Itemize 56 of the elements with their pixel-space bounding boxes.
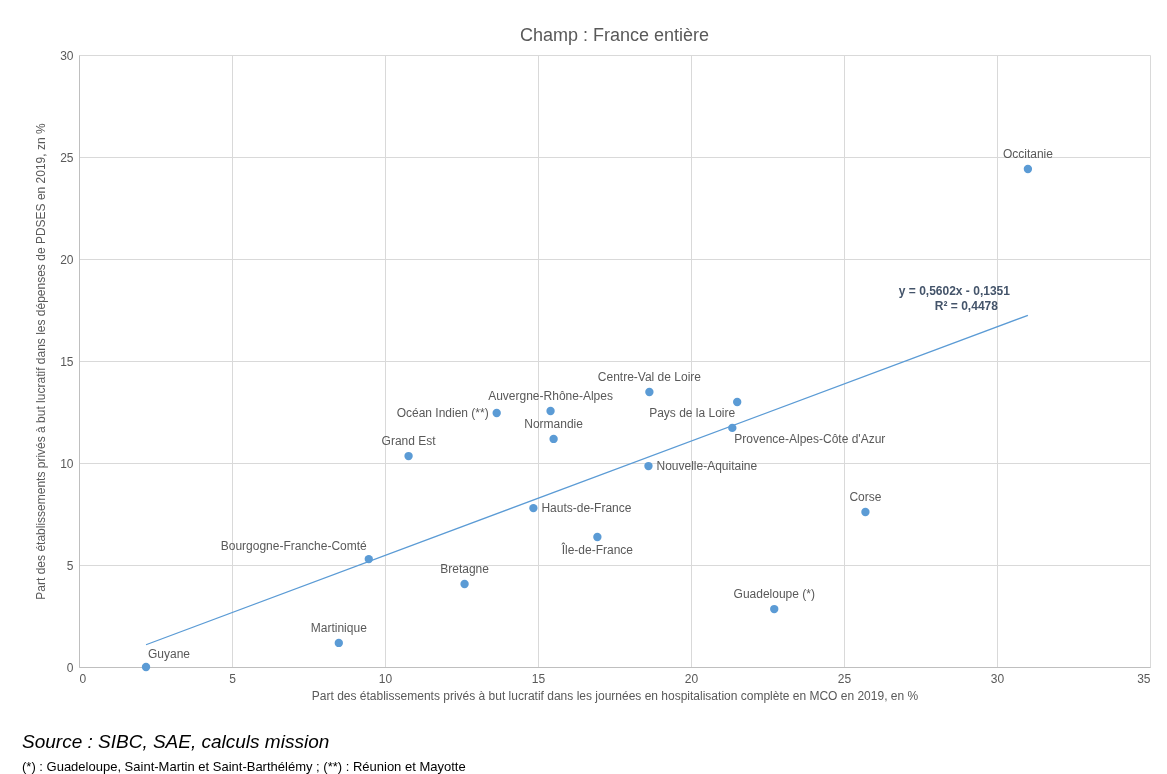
- x-tick-label: 35: [1137, 671, 1151, 686]
- series-label: Océan Indien (**): [396, 406, 489, 421]
- point: [141, 662, 151, 672]
- point: [733, 397, 742, 407]
- y-tick-label: 5: [66, 558, 74, 573]
- source-note: Source : SIBC, SAE, calculs mission: [22, 731, 331, 753]
- x-tick-label: 5: [229, 671, 237, 686]
- y-tick-label: 15: [60, 354, 74, 369]
- chart-title: Champ : France entière: [519, 25, 710, 45]
- point: [364, 554, 373, 564]
- point: [645, 387, 654, 397]
- series-label: Guadeloupe (*): [733, 587, 815, 602]
- x-tick-label: 30: [990, 671, 1005, 686]
- series-label: Auvergne-Rhône-Alpes: [488, 388, 613, 403]
- text: (*) : Guadeloupe, Saint-Martin et Saint-Barthélémy ; (**) : Réunion et Mayotte: [22, 759, 467, 774]
- point: [492, 408, 501, 418]
- x-tick-label: 25: [837, 671, 852, 686]
- series-label: Nouvelle-Aquitaine: [656, 459, 758, 474]
- point: [1023, 164, 1033, 174]
- series-label: Normandie: [524, 416, 584, 431]
- y-tick-label: 10: [60, 456, 74, 471]
- point: [728, 423, 737, 433]
- series-label: Hauts-de-France: [541, 501, 632, 516]
- x-tick-label: 0: [79, 671, 87, 686]
- series-label: Provence-Alpes-Côte d'Azur: [734, 431, 886, 446]
- point: [404, 451, 413, 461]
- series-label: Île-de-France: [560, 542, 634, 558]
- y-tick-label: 25: [60, 150, 74, 165]
- series-label: Centre-Val de Loire: [597, 370, 702, 385]
- x-axis-title: Part des établissements privés à but lucratif dans les journées en hospitalisation complète en MCO en 2019, en %: [311, 688, 919, 703]
- point: [546, 406, 555, 416]
- series-label: Corse: [849, 489, 882, 504]
- y-tick-label: 0: [66, 660, 74, 675]
- point: [593, 532, 602, 542]
- series-label: Martinique: [310, 620, 368, 635]
- x-tick-label: 20: [684, 671, 699, 686]
- annotation: R² = 0,4478: [934, 299, 999, 314]
- point: [549, 434, 558, 444]
- annotation: y = 0,5602x - 0,1351: [898, 284, 1011, 299]
- point: [644, 461, 653, 471]
- point: [460, 579, 469, 589]
- point: [861, 507, 870, 517]
- series-label: Pays de la Loire: [649, 406, 736, 420]
- y-axis-title: Part des établissements privés à but lucratif dans les dépenses de PDSES en 2019, zn %: [34, 123, 49, 600]
- y-tick-label: 30: [60, 48, 74, 63]
- series-label: Occitanie: [1002, 147, 1054, 162]
- series-label: Guyane: [148, 647, 191, 661]
- y-tick-label: 20: [60, 252, 74, 267]
- x-tick-label: 15: [531, 671, 546, 686]
- series-label: Bourgogne-Franche-Comté: [220, 539, 368, 554]
- point: [334, 638, 343, 648]
- series-label: Grand Est: [381, 434, 437, 449]
- point: [529, 503, 538, 513]
- series-label: Bretagne: [440, 561, 490, 576]
- point: [770, 604, 779, 614]
- x-tick-label: 10: [378, 671, 393, 686]
